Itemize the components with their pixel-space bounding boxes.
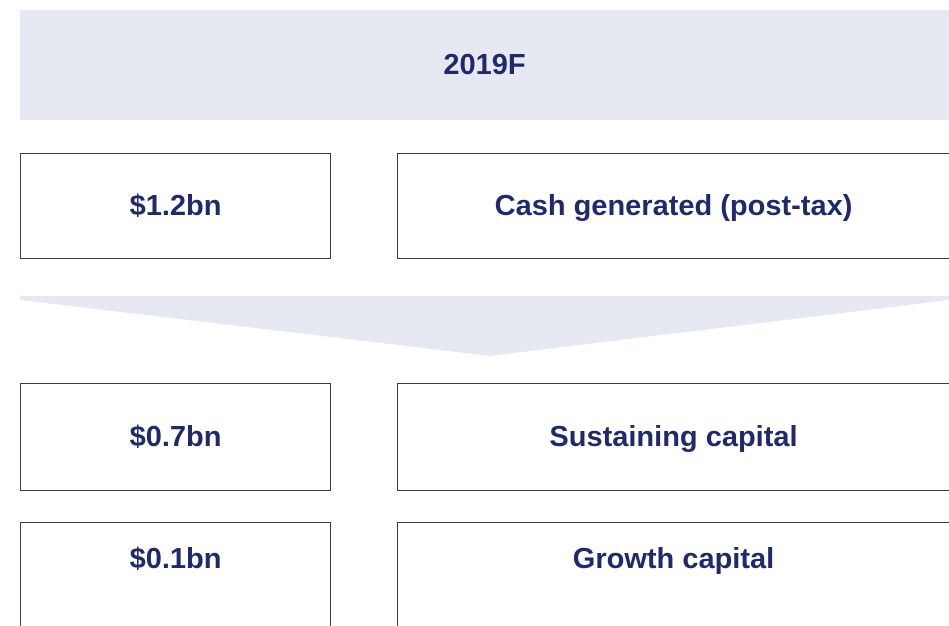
amount: $1.2bn: [129, 189, 222, 222]
label: Cash generated (post-tax): [494, 189, 853, 222]
amount: $0.1bn: [129, 543, 222, 575]
amount-box: $0.1bn: [20, 522, 331, 626]
header-band: 2019F: [20, 10, 949, 120]
label: Sustaining capital: [549, 420, 798, 453]
amount: $0.7bn: [129, 420, 222, 453]
funnel-shape: [20, 296, 949, 356]
label-box: Sustaining capital: [397, 383, 949, 491]
label: Growth capital: [572, 543, 775, 575]
label-box: Cash generated (post-tax): [397, 153, 949, 259]
header-title: 2019F: [443, 48, 526, 81]
label-box: Growth capital: [397, 522, 949, 626]
amount-box: $1.2bn: [20, 153, 331, 259]
amount-box: $0.7bn: [20, 383, 331, 491]
